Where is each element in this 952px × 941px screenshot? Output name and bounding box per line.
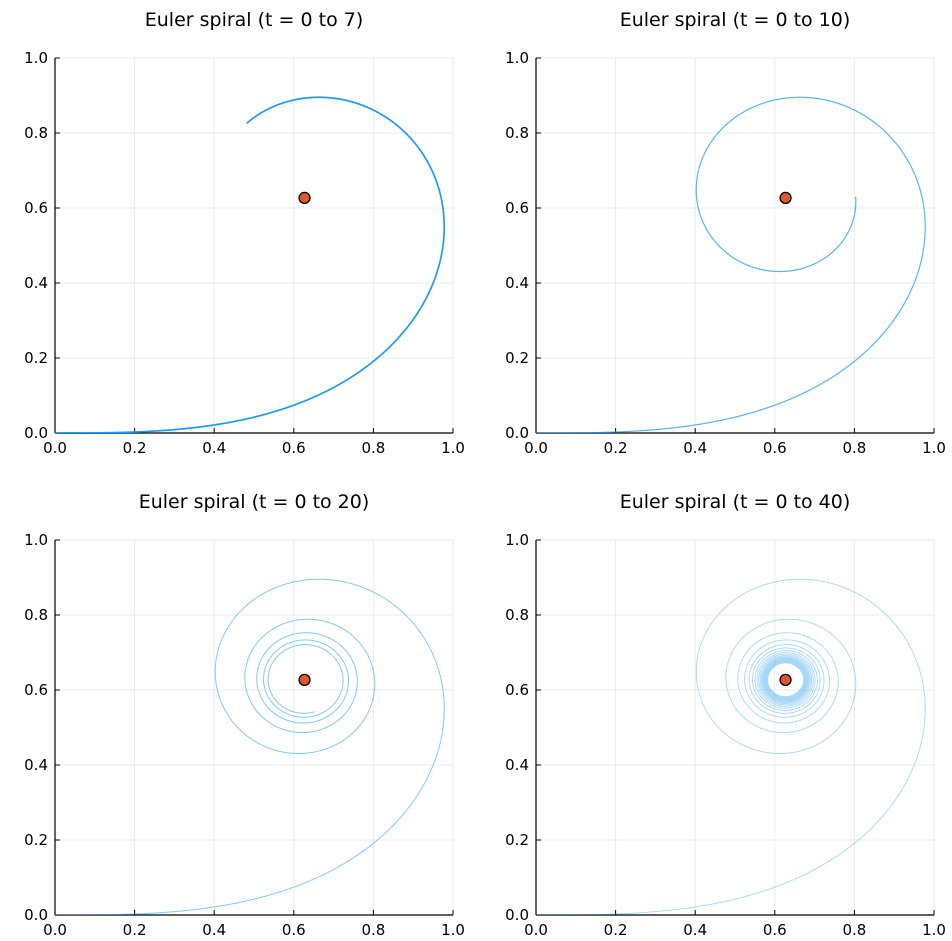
- y-tick-label: 0.0: [24, 906, 48, 924]
- y-tick-label: 0.0: [505, 424, 529, 442]
- x-tick-label: 0.0: [43, 921, 67, 939]
- x-tick-label: 0.8: [842, 439, 866, 457]
- limit-point: [298, 673, 311, 687]
- spiral-line: [55, 578, 445, 915]
- spiral-line: [536, 96, 926, 433]
- y-tick-label: 0.0: [24, 424, 48, 442]
- y-tick-label: 0.4: [24, 274, 48, 292]
- y-tick-label: 0.6: [505, 199, 529, 217]
- x-tick-label: 0.8: [842, 921, 866, 939]
- y-tick-label: 0.4: [24, 756, 48, 774]
- y-tick-label: 0.4: [505, 756, 529, 774]
- x-tick-label: 1.0: [922, 921, 946, 939]
- x-tick-label: 0.6: [282, 439, 306, 457]
- y-tick-label: 0.0: [505, 906, 529, 924]
- y-tick-label: 0.8: [24, 606, 48, 624]
- y-tick-label: 0.2: [505, 831, 529, 849]
- panel-3: 0.00.0 0.2 0.2 0.4 0.4 0.6 0.6 0.8 0.8 1.0 1.0 Eule…: [24, 491, 465, 939]
- x-tick-label: 0.8: [361, 921, 385, 939]
- y-tick-label: 0.8: [505, 124, 529, 142]
- y-tick-label: 0.4: [505, 274, 529, 292]
- x-tick-label: 0.2: [123, 439, 147, 457]
- chart-title: Euler spiral (t = 0 to 20): [139, 491, 370, 513]
- limit-point: [779, 673, 792, 687]
- x-tick-label: 1.0: [441, 921, 465, 939]
- x-tick-label: 0.4: [683, 439, 707, 457]
- x-tick-label: 0.2: [123, 921, 147, 939]
- y-tick-label: 0.2: [24, 349, 48, 367]
- x-tick-label: 0.6: [763, 439, 787, 457]
- y-tick-label: 0.6: [24, 681, 48, 699]
- x-tick-label: 0.4: [683, 921, 707, 939]
- y-tick-label: 1.0: [505, 49, 529, 67]
- chart-title: Euler spiral (t = 0 to 40): [620, 491, 851, 513]
- y-tick-label: 1.0: [24, 531, 48, 549]
- x-tick-label: 0.6: [282, 921, 306, 939]
- x-tick-label: 0.4: [202, 439, 226, 457]
- x-tick-label: 0.0: [43, 439, 67, 457]
- limit-point: [779, 191, 792, 205]
- chart-title: Euler spiral (t = 0 to 10): [620, 9, 851, 31]
- y-tick-label: 1.0: [505, 531, 529, 549]
- spiral-line: [55, 96, 446, 433]
- spiral-line: [536, 578, 926, 915]
- y-tick-label: 1.0: [24, 49, 48, 67]
- panel-2: 0.00.0 0.2 0.2 0.4 0.4 0.6 0.6 0.8 0.8 1.0 1.0 Eule…: [505, 9, 946, 457]
- x-tick-label: 1.0: [922, 439, 946, 457]
- x-tick-label: 0.2: [604, 921, 628, 939]
- y-tick-label: 0.6: [505, 681, 529, 699]
- x-tick-label: 0.0: [524, 921, 548, 939]
- y-tick-label: 0.2: [505, 349, 529, 367]
- y-tick-label: 0.6: [24, 199, 48, 217]
- panel-4: 0.00.0 0.2 0.2 0.4 0.4 0.6 0.6 0.8 0.8 1.0 1.0 Eule…: [505, 491, 946, 939]
- limit-point: [298, 191, 311, 205]
- panel-1: 0.00.0 0.2 0.2 0.4 0.4 0.6 0.6 0.8 0.8 1.0 1.0 Eule…: [24, 9, 465, 457]
- y-tick-label: 0.8: [24, 124, 48, 142]
- y-tick-label: 0.8: [505, 606, 529, 624]
- x-tick-label: 0.0: [524, 439, 548, 457]
- x-tick-label: 0.2: [604, 439, 628, 457]
- x-tick-label: 0.4: [202, 921, 226, 939]
- x-tick-label: 0.8: [361, 439, 385, 457]
- x-tick-label: 1.0: [441, 439, 465, 457]
- x-tick-label: 0.6: [763, 921, 787, 939]
- chart-title: Euler spiral (t = 0 to 7): [145, 9, 363, 31]
- y-tick-label: 0.2: [24, 831, 48, 849]
